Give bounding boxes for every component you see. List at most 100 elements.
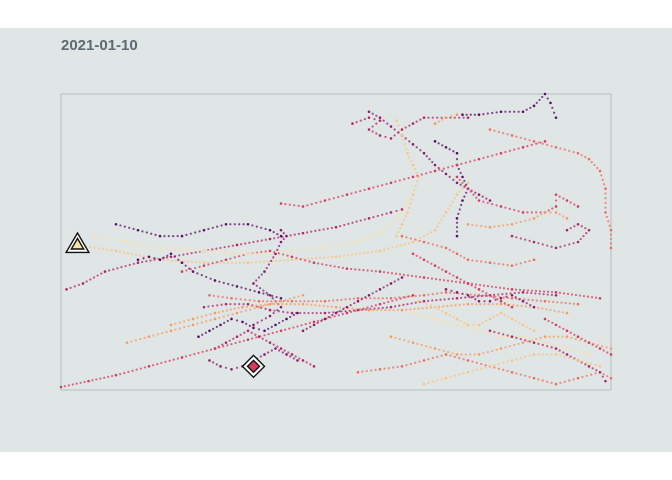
- data-point: [362, 307, 365, 310]
- data-point: [444, 288, 448, 291]
- data-point: [580, 225, 583, 228]
- data-point: [535, 299, 538, 302]
- data-point: [474, 298, 477, 301]
- data-point: [371, 125, 374, 128]
- data-point: [252, 282, 255, 285]
- data-point: [413, 189, 416, 192]
- data-point: [117, 239, 120, 242]
- data-point: [475, 196, 478, 199]
- data-point: [548, 335, 551, 338]
- data-point: [508, 335, 511, 338]
- data-point: [488, 329, 492, 333]
- data-point: [310, 203, 313, 206]
- data-point: [323, 199, 327, 202]
- data-point: [268, 249, 272, 253]
- data-point: [475, 361, 478, 364]
- track-9: [213, 329, 316, 368]
- data-point: [472, 295, 475, 298]
- data-point: [354, 268, 357, 271]
- data-point: [444, 116, 448, 119]
- data-point: [191, 317, 195, 321]
- data-point: [227, 245, 230, 248]
- data-point: [440, 291, 443, 295]
- data-point: [230, 343, 233, 346]
- data-point: [532, 305, 536, 309]
- data-point: [279, 296, 283, 300]
- data-point: [415, 146, 418, 149]
- data-point: [398, 337, 401, 341]
- data-point: [341, 194, 344, 197]
- data-point: [403, 143, 406, 146]
- data-point: [272, 231, 275, 234]
- data-point: [263, 329, 266, 333]
- data-point: [352, 241, 355, 244]
- data-point: [546, 353, 549, 356]
- data-point: [266, 303, 269, 306]
- data-point: [270, 251, 274, 254]
- data-point: [250, 331, 253, 334]
- data-point: [235, 285, 239, 288]
- data-point: [376, 214, 379, 218]
- data-point: [499, 151, 503, 155]
- data-point: [337, 266, 340, 269]
- data-point: [222, 345, 225, 348]
- data-point: [286, 258, 290, 262]
- data-point: [246, 222, 250, 226]
- data-point: [477, 329, 481, 333]
- data-point: [311, 247, 314, 251]
- data-point: [431, 380, 434, 383]
- data-point: [482, 352, 485, 355]
- data-point: [569, 201, 572, 204]
- data-point: [308, 321, 311, 325]
- data-point: [494, 298, 497, 301]
- data-point: [408, 156, 411, 159]
- data-point: [276, 233, 279, 236]
- data-point: [462, 116, 465, 119]
- data-point: [562, 197, 565, 200]
- data-point: [279, 347, 283, 350]
- data-point: [461, 113, 464, 117]
- data-point: [486, 201, 489, 205]
- data-point: [202, 249, 206, 253]
- data-point: [594, 364, 597, 367]
- data-point: [605, 215, 608, 218]
- data-point: [348, 242, 351, 245]
- track-29: [488, 329, 607, 383]
- data-point: [438, 168, 441, 171]
- data-point: [453, 116, 456, 119]
- data-point: [222, 315, 225, 318]
- data-point: [212, 361, 215, 364]
- data-point: [510, 370, 514, 374]
- data-point: [427, 242, 430, 245]
- data-point: [314, 304, 317, 307]
- data-point: [224, 302, 228, 306]
- data-point: [493, 225, 496, 228]
- data-point: [443, 298, 446, 301]
- data-point: [328, 198, 331, 201]
- data-point: [103, 270, 107, 273]
- data-point: [425, 303, 428, 306]
- data-point: [421, 307, 424, 310]
- data-point: [394, 336, 397, 340]
- data-point: [206, 250, 210, 253]
- data-point: [191, 270, 195, 273]
- data-point: [275, 301, 278, 304]
- data-point: [581, 360, 584, 363]
- track-24: [444, 288, 536, 309]
- data-point: [378, 249, 382, 253]
- data-point: [222, 251, 226, 254]
- data-point: [431, 292, 434, 296]
- data-point: [303, 248, 306, 251]
- data-point: [505, 295, 508, 298]
- data-point: [554, 382, 558, 386]
- data-point: [307, 300, 310, 303]
- data-point: [270, 300, 273, 303]
- data-point: [261, 337, 264, 340]
- data-point: [433, 228, 437, 232]
- data-point: [440, 218, 443, 221]
- data-point: [248, 324, 251, 327]
- data-point: [441, 309, 444, 313]
- data-point: [517, 147, 520, 150]
- data-point: [535, 211, 538, 214]
- data-point: [364, 296, 367, 299]
